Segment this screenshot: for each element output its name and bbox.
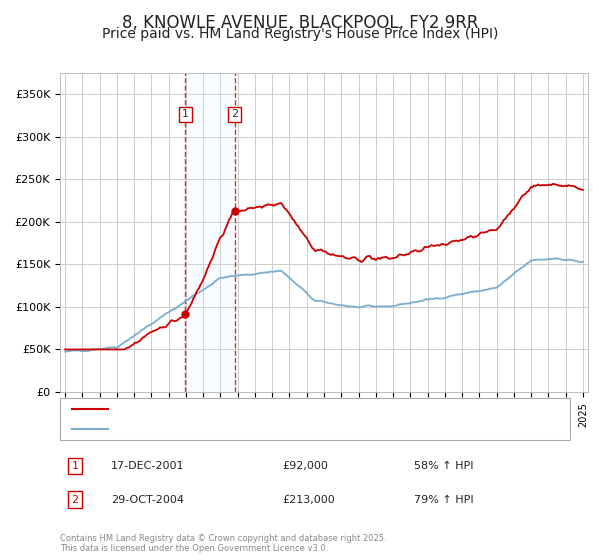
Text: 1: 1 — [71, 461, 79, 471]
Bar — [185, 73, 235, 392]
Text: Contains HM Land Registry data © Crown copyright and database right 2025.
This d: Contains HM Land Registry data © Crown c… — [60, 534, 386, 553]
Text: 79% ↑ HPI: 79% ↑ HPI — [414, 494, 473, 505]
Text: £92,000: £92,000 — [282, 461, 328, 471]
Text: 58% ↑ HPI: 58% ↑ HPI — [414, 461, 473, 471]
Text: 8, KNOWLE AVENUE, BLACKPOOL, FY2 9RR: 8, KNOWLE AVENUE, BLACKPOOL, FY2 9RR — [122, 14, 478, 32]
Text: 2: 2 — [71, 494, 79, 505]
Text: 8, KNOWLE AVENUE, BLACKPOOL, FY2 9RR (semi-detached house): 8, KNOWLE AVENUE, BLACKPOOL, FY2 9RR (se… — [114, 404, 460, 414]
Text: 2: 2 — [231, 109, 238, 119]
Text: £213,000: £213,000 — [282, 494, 335, 505]
Text: 1: 1 — [182, 109, 189, 119]
Text: HPI: Average price, semi-detached house, Blackpool: HPI: Average price, semi-detached house,… — [114, 424, 386, 434]
Text: Price paid vs. HM Land Registry's House Price Index (HPI): Price paid vs. HM Land Registry's House … — [102, 27, 498, 41]
Text: 29-OCT-2004: 29-OCT-2004 — [111, 494, 184, 505]
Text: 17-DEC-2001: 17-DEC-2001 — [111, 461, 185, 471]
